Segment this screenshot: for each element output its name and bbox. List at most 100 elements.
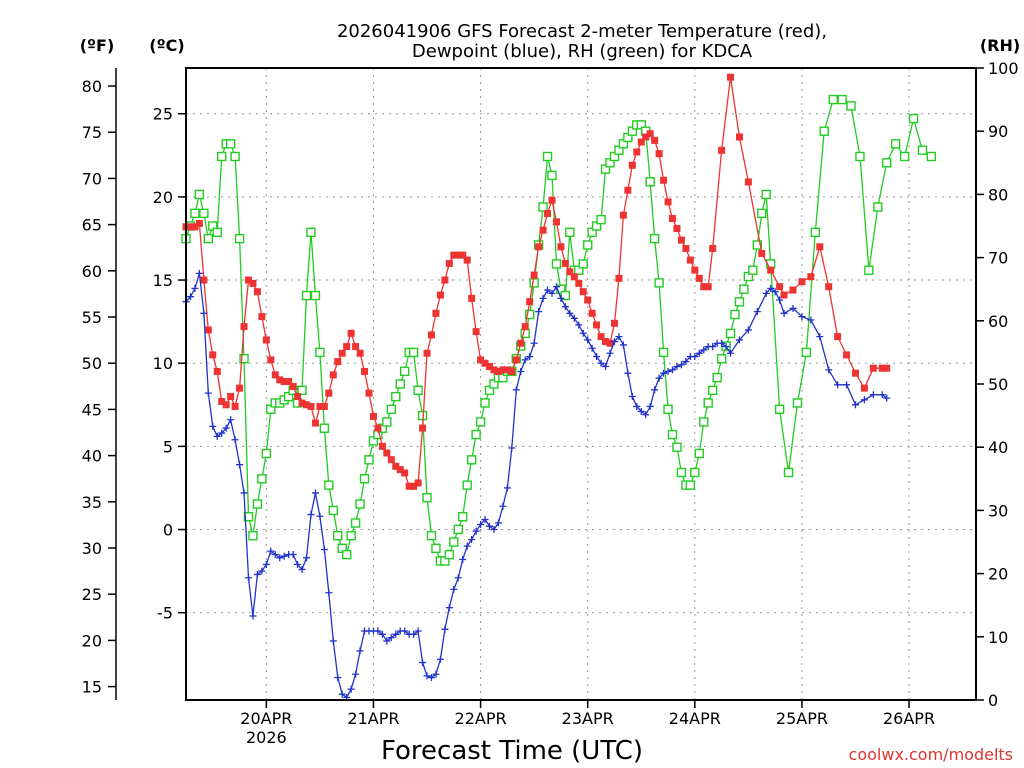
rh-tick-label: 70 — [988, 249, 1008, 268]
dewpoint-point — [869, 391, 877, 399]
temperature-point — [767, 266, 775, 274]
rh-point — [828, 94, 838, 105]
x-axis-label: Forecast Time (UTC) — [381, 736, 643, 766]
dewpoint-point — [298, 565, 306, 573]
dewpoint-point — [709, 343, 717, 351]
rh-point — [716, 354, 727, 364]
dewpoint-point — [606, 349, 614, 357]
temperature-point — [365, 389, 373, 397]
plot-frame — [185, 67, 977, 701]
temperature-point — [490, 366, 498, 374]
dewpoint-point — [414, 627, 422, 635]
dewpoint-point — [695, 349, 703, 357]
dewpoint-point — [499, 502, 507, 510]
temperature-point — [258, 313, 266, 321]
dewpoint-point — [276, 554, 284, 562]
dewpoint-point — [682, 358, 690, 366]
dewpoint-point — [526, 353, 534, 361]
rh-tick-label: 80 — [988, 185, 1008, 204]
dewpoint-point — [271, 550, 279, 558]
dewpoint-point — [883, 394, 891, 402]
dewpoint-point — [619, 341, 627, 349]
dewpoint-point — [419, 659, 427, 667]
dewpoint-point — [575, 321, 583, 329]
dewpoint-point — [445, 604, 453, 612]
time-tick-label: 22APR — [455, 709, 507, 728]
temperature-point — [280, 378, 288, 386]
temperature-point — [419, 424, 427, 432]
rh-point — [444, 549, 455, 560]
temperature-point — [686, 256, 694, 264]
dewpoint-point — [517, 368, 525, 376]
temperature-point — [329, 371, 337, 379]
temperature-point — [727, 73, 735, 81]
temperature-point — [526, 298, 534, 306]
temperature-point — [276, 376, 284, 384]
temperature-point — [606, 339, 614, 347]
temperature-point — [303, 401, 311, 409]
rh-point — [645, 177, 655, 187]
rh-point — [734, 297, 745, 307]
temperature-point — [271, 371, 279, 379]
dewpoint-point — [258, 567, 266, 575]
temperature-point — [561, 259, 569, 267]
dewpoint-point — [651, 386, 659, 394]
rh-point — [346, 530, 356, 541]
dewpoint-point — [352, 670, 360, 678]
dewpoint-point — [834, 381, 842, 389]
rh-point — [837, 94, 847, 105]
dewpoint-point — [441, 625, 449, 633]
rh-point — [190, 208, 200, 219]
dewpoint-point — [468, 536, 476, 544]
fahrenheit-tick-label: 35 — [82, 493, 102, 512]
rh-point — [480, 398, 490, 408]
dewpoint-point — [227, 416, 235, 424]
dewpoint-point — [410, 630, 418, 638]
temperature-point — [615, 274, 623, 282]
dewpoint-point — [494, 519, 502, 527]
dewpoint-point — [236, 461, 244, 469]
dewpoint-point — [825, 366, 833, 374]
rh-tick-label: 40 — [988, 438, 1008, 457]
temperature-point — [668, 215, 676, 223]
rh-point — [672, 442, 682, 452]
fahrenheit-tick-label: 65 — [82, 216, 102, 235]
fahrenheit-tick-label: 45 — [82, 400, 102, 419]
dewpoint-point — [427, 674, 435, 682]
dewpoint-point — [535, 308, 543, 316]
dewpoint-point — [776, 296, 784, 304]
dewpoint-point — [503, 484, 511, 492]
fahrenheit-tick-label: 55 — [82, 308, 102, 327]
rh-point — [261, 448, 272, 459]
dewpoint-point — [195, 269, 203, 277]
rh-point — [431, 543, 441, 554]
dewpoint-point — [673, 363, 681, 371]
time-tick-label: 26APR — [883, 709, 935, 728]
rh-point — [341, 549, 352, 560]
dewpoint-point — [798, 313, 806, 321]
temperature-point — [610, 319, 618, 327]
rh-point — [462, 480, 472, 490]
temperature-point — [298, 399, 306, 407]
rh-point — [792, 398, 803, 408]
rh-point — [551, 259, 562, 269]
unit-celsius: (ºC) — [149, 36, 184, 55]
rh-point — [333, 530, 343, 541]
dewpoint-point — [454, 574, 462, 582]
dewpoint-point — [204, 389, 212, 397]
dewpoint-point — [209, 422, 217, 430]
temperature-point — [691, 266, 699, 274]
temperature-point — [521, 323, 529, 331]
dewpoint-point — [244, 574, 252, 582]
rh-point — [774, 404, 785, 414]
dewpoint-point — [477, 521, 485, 529]
dewpoint-point — [691, 353, 699, 361]
rh-point — [364, 455, 374, 465]
dewpoint-point — [624, 369, 632, 377]
rh-point — [783, 467, 794, 478]
time-tick-label: 21APR — [347, 709, 399, 728]
dewpoint-point — [597, 359, 605, 367]
dewpoint-point — [789, 304, 797, 312]
dewpoint-point — [646, 402, 654, 410]
temperature-point — [709, 244, 717, 252]
